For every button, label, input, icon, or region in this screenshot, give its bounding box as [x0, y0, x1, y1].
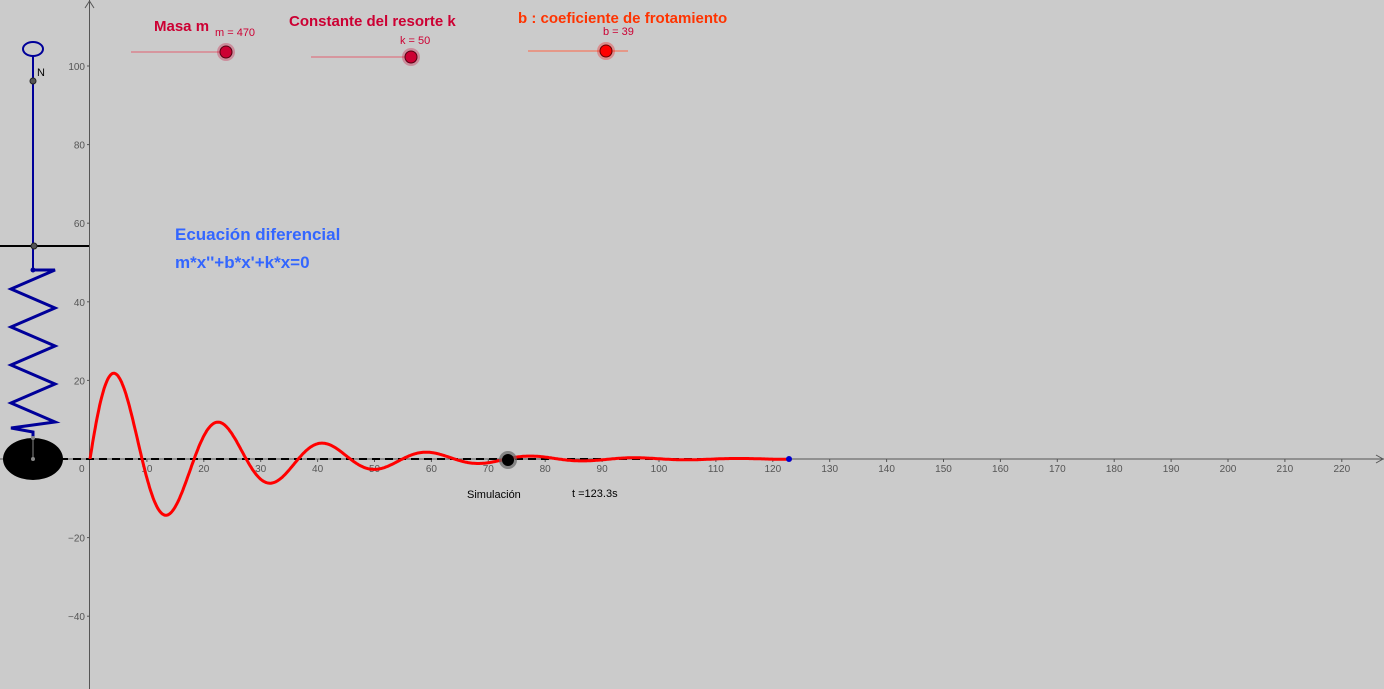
- y-tick-label: 40: [74, 298, 86, 309]
- simulation-label[interactable]: Simulación: [467, 489, 521, 501]
- slider-b-title: b : coeficiente de frotamiento: [518, 10, 727, 27]
- x-tick-label: 40: [312, 464, 324, 475]
- x-tick-label: 60: [426, 464, 438, 475]
- spring-point-n[interactable]: [29, 77, 37, 85]
- x-tick-label: 170: [1049, 464, 1066, 475]
- slider-k-value: k = 50: [400, 35, 430, 47]
- x-axis-arrow: [1375, 454, 1384, 464]
- slider-m-handle[interactable]: [219, 45, 233, 59]
- slider-k-title: Constante del resorte k: [289, 13, 456, 30]
- x-tick-label: 180: [1106, 464, 1123, 475]
- slider-k-handle[interactable]: [404, 50, 418, 64]
- slider-m-title: Masa m: [154, 18, 209, 35]
- y-tick-label: −20: [68, 534, 85, 545]
- simulation-marker[interactable]: [502, 454, 514, 466]
- x-tick-label: 200: [1220, 464, 1237, 475]
- spring-top-ring[interactable]: [22, 41, 44, 57]
- x-tick-label: 0: [79, 464, 85, 475]
- y-axis-ticks: 100 80 60 40 20 −20 −40: [68, 62, 90, 623]
- x-tick-label: 190: [1163, 464, 1180, 475]
- slider-m: Masa m m = 470: [131, 18, 255, 61]
- spring-point-n-label: N: [37, 67, 45, 79]
- time-label: t =123.3s: [572, 488, 618, 500]
- x-tick-label: 120: [764, 464, 781, 475]
- slider-k: Constante del resorte k k = 50: [289, 13, 456, 66]
- y-axis-arrow: [84, 0, 95, 9]
- x-axis-ticks: 0 10 20 30 40 50 60 70 80 90 100 110 120 130 140 150 160…: [79, 459, 1351, 475]
- spring-coil-top-point: [30, 267, 36, 273]
- y-tick-label: 60: [74, 219, 86, 230]
- y-tick-label: 100: [68, 62, 85, 73]
- x-tick-label: 80: [540, 464, 552, 475]
- x-tick-label: 110: [708, 464, 724, 475]
- slider-m-value: m = 470: [215, 27, 255, 39]
- spring-coil: [7, 268, 61, 440]
- slider-b-handle[interactable]: [599, 44, 613, 58]
- spring-support-point[interactable]: [30, 242, 38, 250]
- x-tick-label: 20: [198, 464, 210, 475]
- spring-assembly: N: [0, 41, 89, 480]
- mass-hook-bottom: [31, 457, 35, 461]
- y-tick-label: 20: [74, 376, 86, 387]
- x-tick-label: 90: [597, 464, 609, 475]
- equation-formula: m*x''+b*x'+k*x=0: [175, 253, 310, 272]
- mass-hook-top: [31, 436, 35, 440]
- slider-b-value: b = 39: [603, 26, 634, 38]
- x-tick-label: 140: [878, 464, 895, 475]
- x-tick-label: 220: [1333, 464, 1350, 475]
- x-tick-label: 130: [821, 464, 838, 475]
- x-tick-label: 100: [651, 464, 668, 475]
- x-tick-label: 70: [483, 464, 495, 475]
- x-tick-label: 150: [935, 464, 952, 475]
- y-tick-label: −40: [68, 612, 85, 623]
- equation-title: Ecuación diferencial: [175, 225, 340, 244]
- x-tick-label: 160: [992, 464, 1009, 475]
- oscillation-curve: [88, 371, 793, 517]
- slider-b: b : coeficiente de frotamiento b = 39: [518, 10, 727, 60]
- x-tick-label: 10: [141, 464, 153, 475]
- y-tick-label: 80: [74, 141, 86, 152]
- curve-end-point[interactable]: [786, 456, 792, 462]
- x-tick-label: 30: [255, 464, 267, 475]
- x-tick-label: 210: [1277, 464, 1294, 475]
